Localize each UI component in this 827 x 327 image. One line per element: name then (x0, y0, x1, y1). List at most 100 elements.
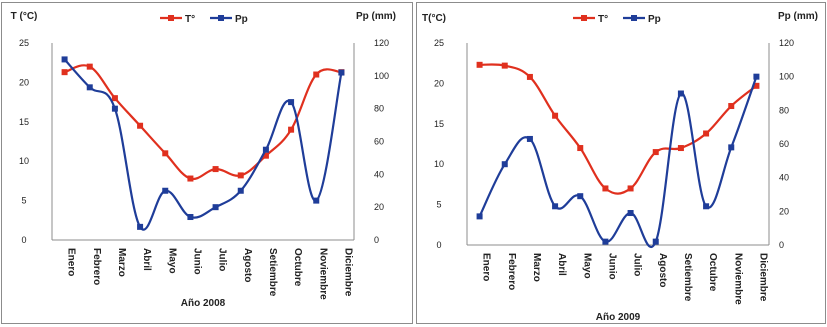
precipitation-data-point (577, 193, 584, 200)
left-tick-label: 15 (434, 119, 444, 129)
precipitation-data-point (61, 56, 68, 63)
temperature-data-point (288, 126, 295, 133)
precipitation-data-point (476, 213, 483, 220)
category-label: Agosto (657, 253, 668, 287)
precipitation-data-point (652, 238, 659, 245)
precipitation-data-point (753, 73, 760, 80)
precipitation-data-point (526, 135, 533, 142)
temperature-data-point (703, 130, 710, 137)
category-label: Noviembre (732, 253, 743, 305)
right-tick-label: 120 (779, 38, 794, 48)
right-tick-label: 120 (374, 38, 389, 48)
right-tick-label: 60 (779, 139, 789, 149)
precipitation-data-point (627, 210, 634, 217)
chart-panel-2008: 25 20 15 10 5 0 120 100 80 60 40 20 0 T (°C) Pp (mm) En… (1, 2, 413, 324)
left-tick-label: 25 (434, 38, 444, 48)
category-label: Junio (191, 248, 202, 275)
right-tick-label: 100 (779, 72, 794, 82)
temperature-data-point (577, 145, 584, 152)
temperature-data-point (61, 69, 68, 76)
temperature-data-point (476, 61, 483, 68)
precipitation-data-point (86, 84, 93, 91)
right-tick-label: 80 (779, 105, 789, 115)
left-axis-title: T(°C) (422, 13, 446, 24)
right-tick-label: 20 (374, 202, 384, 212)
temperature-series-line (64, 64, 342, 181)
right-tick-label: 100 (374, 71, 389, 81)
category-label: Abril (556, 253, 567, 276)
temperature-data-point (652, 149, 659, 156)
left-tick-label: 10 (19, 156, 29, 166)
left-tick-label: 10 (434, 159, 444, 169)
precipitation-data-point (602, 238, 609, 245)
category-label: Octubre (707, 253, 718, 292)
left-tick-label: 20 (434, 78, 444, 88)
precipitation-data-point (137, 223, 144, 230)
chart-2008: 25 20 15 10 5 0 120 100 80 60 40 20 0 T (°C) Pp (mm) En… (11, 11, 396, 309)
right-tick-label: 0 (779, 240, 784, 250)
precipitation-data-point (162, 187, 169, 194)
left-axis-title: T (°C) (11, 11, 38, 22)
temperature-data-point (137, 122, 144, 129)
category-label: Julio (217, 248, 228, 271)
right-tick-label: 0 (374, 235, 379, 245)
temperature-data-point (552, 112, 559, 119)
legend-label: T° (598, 14, 608, 25)
category-label: Setiembre (267, 248, 278, 297)
temperature-data-point (86, 63, 93, 70)
category-label: Noviembre (317, 248, 328, 300)
chart-2009: 25 20 15 10 5 0 120 100 80 60 40 20 0 T(°C) Pp (mm) Ene… (422, 11, 818, 323)
left-tick-label: 5 (436, 200, 441, 210)
precipitation-data-point (338, 69, 345, 76)
category-label: Enero (481, 253, 492, 281)
legend-label: Pp (235, 14, 248, 25)
temperature-data-point (237, 172, 244, 179)
left-tick-label: 15 (19, 117, 29, 127)
temperature-data-point (627, 185, 634, 192)
precipitation-data-point (111, 105, 118, 112)
precipitation-data-point (262, 146, 269, 153)
temperature-data-point (753, 82, 760, 89)
precipitation-data-point (501, 161, 508, 168)
precipitation-data-point (728, 144, 735, 151)
right-tick-label: 20 (779, 206, 789, 216)
legend-marker (631, 15, 637, 21)
temperature-series-line (479, 63, 758, 195)
category-label: Mayo (581, 253, 592, 279)
temperature-data-point (212, 166, 219, 173)
category-label: Diciembre (342, 248, 353, 297)
category-label: Marzo (531, 253, 542, 282)
category-label: Diciembre (757, 253, 768, 302)
category-label: Febrero (506, 253, 517, 290)
temperature-data-point (162, 150, 169, 157)
right-tick-label: 60 (374, 137, 384, 147)
precipitation-data-point (288, 99, 295, 106)
precipitation-series-line (478, 76, 758, 249)
precipitation-data-point (212, 204, 219, 211)
precipitation-data-point (187, 214, 194, 221)
legend-marker (218, 15, 224, 21)
precipitation-data-point (677, 90, 684, 97)
left-tick-label: 25 (19, 38, 29, 48)
left-tick-label: 0 (21, 235, 26, 245)
category-label: Setiembre (682, 253, 693, 302)
chart-panel-2009: 25 20 15 10 5 0 120 100 80 60 40 20 0 T(°C) Pp (mm) Ene… (416, 2, 826, 324)
legend-label: T° (185, 14, 195, 25)
temperature-data-point (728, 103, 735, 110)
right-tick-label: 40 (374, 169, 384, 179)
category-label: Abril (141, 248, 152, 271)
category-label: Febrero (91, 248, 102, 285)
right-axis-title: Pp (mm) (778, 11, 818, 22)
legend-label: Pp (648, 14, 661, 25)
precipitation-data-point (703, 203, 710, 210)
legend-marker (168, 15, 174, 21)
temperature-data-point (313, 71, 320, 78)
legend-marker (581, 15, 587, 21)
right-tick-label: 80 (374, 104, 384, 114)
category-label: Junio (606, 253, 617, 280)
temperature-data-point (602, 185, 609, 192)
category-label: Marzo (116, 248, 127, 277)
x-axis-title: Año 2009 (596, 312, 641, 323)
category-label: Agosto (242, 248, 253, 282)
temperature-data-point (501, 62, 508, 69)
